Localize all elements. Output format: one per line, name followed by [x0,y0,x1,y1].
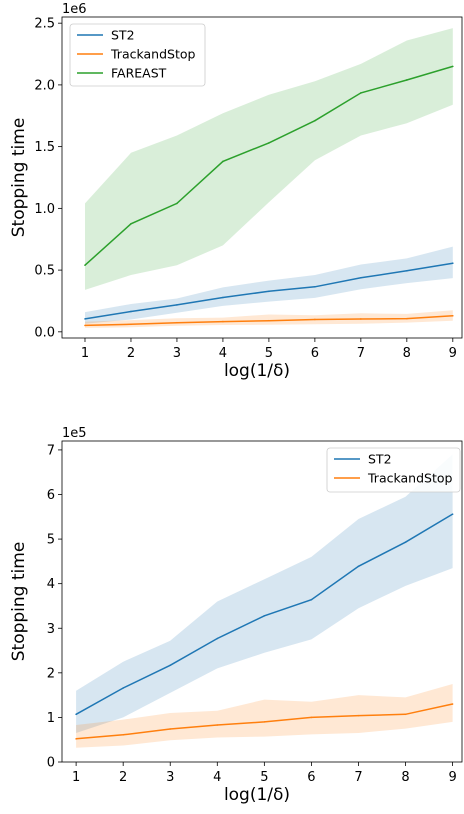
data-point-1-4 [268,319,270,322]
data-point-1-0 [84,324,86,327]
data-point-0-1 [130,310,132,313]
x-tick-label-2: 3 [173,346,181,361]
y-tick-label-7: 7 [47,443,55,458]
data-point-1-1 [130,323,132,326]
data-point-1-2 [176,321,178,324]
data-point-0-3 [222,296,224,299]
x-tick-label-5: 6 [311,346,319,361]
y-tick-label-2: 2 [47,666,55,681]
data-point-2-4 [268,142,270,144]
y-tick-label-4: 4 [47,577,55,592]
data-point-2-6 [360,92,362,94]
data-point-0-5 [310,598,313,601]
x-tick-label-3: 4 [213,770,221,785]
y-offset-label: 1e6 [62,2,87,17]
data-point-0-5 [314,285,316,288]
legend-label-1: TrackandStop [367,471,452,486]
plot-frame [61,440,463,763]
legend-label-0: ST2 [368,452,392,467]
x-tick-label-0: 1 [81,346,89,361]
data-point-0-7 [406,270,408,272]
legend-label-2: FAREAST [111,66,167,81]
x-tick-label-4: 5 [265,346,273,361]
data-point-1-7 [406,317,408,320]
y-tick-label-1: 0.5 [34,264,55,279]
y-tick-label-1: 1 [47,711,55,726]
data-point-0-8 [452,262,454,264]
data-point-0-2 [169,664,172,667]
data-point-0-1 [122,687,124,689]
legend-box [69,23,206,87]
x-tick-label-6: 7 [357,346,365,361]
y-tick-label-6: 6 [47,488,55,503]
data-point-0-2 [176,304,178,306]
plot-frame [61,16,463,339]
x-tick-label-3: 4 [219,346,227,361]
y-tick-label-5: 5 [47,533,55,548]
data-point-2-8 [452,65,454,68]
data-point-1-3 [216,724,219,726]
data-point-0-6 [357,565,360,568]
data-point-1-4 [263,721,266,723]
x-tick-label-6: 7 [354,770,362,785]
series-band-1 [76,684,453,748]
y-tick-label-0: 0 [47,756,55,771]
data-point-1-6 [357,714,360,717]
data-point-1-5 [314,318,316,321]
x-axis-label: log(1/δ) [224,785,290,805]
x-tick-label-7: 8 [403,346,411,361]
x-tick-label-1: 2 [127,346,135,361]
x-tick-label-8: 9 [448,770,456,785]
data-point-0-4 [268,290,270,293]
data-point-2-0 [84,264,86,266]
x-axis-label: log(1/δ) [224,361,290,381]
data-point-1-6 [360,318,362,320]
x-tick-label-7: 8 [401,770,409,785]
y-offset-label: 1e5 [62,426,87,441]
data-point-1-1 [122,734,124,736]
x-tick-label-4: 5 [260,770,268,785]
y-tick-label-2: 1.0 [34,202,55,217]
y-tick-label-3: 1.5 [34,140,55,155]
data-point-0-3 [216,637,219,640]
x-tick-label-1: 2 [119,770,127,785]
y-tick-label-5: 2.5 [34,17,55,32]
data-point-1-5 [310,716,313,719]
data-point-2-7 [406,79,408,81]
y-tick-label-3: 3 [47,622,55,637]
data-point-0-8 [451,513,454,515]
data-point-1-3 [222,320,224,323]
data-point-0-0 [84,318,86,320]
legend-label-0: ST2 [111,28,135,43]
data-point-1-0 [75,738,77,740]
data-point-2-1 [130,222,132,225]
y-tick-label-0: 0.0 [34,325,55,340]
data-point-0-4 [263,614,266,617]
legend-label-1: TrackandStop [110,47,195,62]
data-point-0-6 [360,276,362,279]
data-point-1-2 [169,728,172,730]
data-point-2-3 [222,160,224,163]
series-band-0 [76,454,453,733]
data-point-0-7 [404,541,407,544]
x-tick-label-2: 3 [166,770,174,785]
x-tick-label-0: 1 [72,770,80,785]
data-point-1-8 [451,703,454,705]
legend-box [326,447,461,493]
chart-bottom: 1 2 3 4 5 6 7 8 9 0 1 2 3 4 5 6 7 1e5 log(1/δ) Stopping tim… [9,426,463,805]
data-point-1-7 [404,713,407,716]
y-axis-label: Stopping time [9,118,29,238]
y-tick-label-4: 2.0 [34,78,55,93]
x-tick-label-5: 6 [307,770,315,785]
data-point-2-5 [314,119,316,122]
chart-top: 1 2 3 4 5 6 7 8 9 0.0 0.5 1.0 1.5 2.0 2.5 1e6 log(1/δ) St… [9,2,463,381]
data-point-1-8 [452,314,454,317]
data-point-0-0 [75,713,77,716]
y-axis-label: Stopping time [9,542,29,662]
data-point-2-2 [176,202,178,205]
x-tick-label-8: 9 [449,346,457,361]
